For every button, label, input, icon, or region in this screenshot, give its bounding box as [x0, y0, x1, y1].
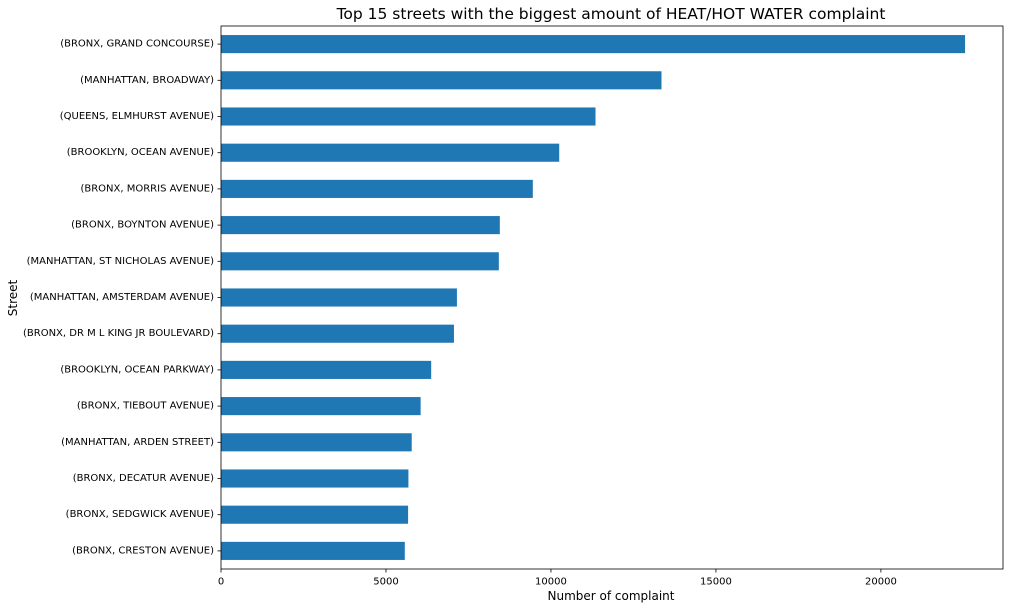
bar [221, 541, 405, 560]
y-tick-label: (MANHATTAN, BROADWAY) [80, 75, 214, 86]
y-tick-label: (MANHATTAN, ARDEN STREET) [61, 437, 214, 448]
y-tick-label: (BRONX, GRAND CONCOURSE) [60, 39, 214, 50]
x-ticks-layer: 0 5000 10000 15000 20000 [218, 569, 897, 588]
bar [221, 35, 966, 54]
y-tick-label: (BRONX, CRESTON AVENUE) [72, 545, 214, 556]
plot-frame [220, 25, 1004, 570]
y-tick-label: (BRONX, MORRIS AVENUE) [80, 183, 214, 194]
x-tick-label: 0 [218, 577, 224, 588]
bar [221, 505, 409, 524]
y-tick-label: (MANHATTAN, AMSTERDAM AVENUE) [30, 292, 214, 303]
bar [221, 252, 499, 271]
bar [221, 360, 432, 379]
y-tick-label: (BRONX, DR M L KING JR BOULEVARD) [23, 328, 214, 339]
bar [221, 216, 500, 235]
bar [221, 433, 412, 452]
chart-title: Top 15 streets with the biggest amount o… [336, 5, 886, 23]
y-tick-label: (BRONX, DECATUR AVENUE) [73, 473, 214, 484]
x-tick-label: 10000 [535, 577, 567, 588]
y-tick-label: (BRONX, SEDGWICK AVENUE) [66, 509, 214, 520]
x-axis-label: Number of complaint [548, 589, 675, 603]
bar [221, 71, 662, 90]
x-tick-label: 5000 [373, 577, 398, 588]
y-tick-label: (BRONX, BOYNTON AVENUE) [71, 220, 214, 231]
bar [221, 143, 560, 162]
bar [221, 397, 421, 416]
y-tick-label: (QUEENS, ELMHURST AVENUE) [60, 111, 214, 122]
bars-layer [221, 35, 966, 560]
bar [221, 288, 457, 307]
y-tick-label: (MANHATTAN, ST NICHOLAS AVENUE) [27, 256, 214, 267]
bar [221, 107, 596, 126]
y-axis-label: Street [6, 279, 20, 316]
x-tick-label: 20000 [865, 577, 897, 588]
bar [221, 179, 533, 198]
bar [221, 469, 409, 488]
bar [221, 324, 454, 343]
y-tick-label: (BRONX, TIEBOUT AVENUE) [77, 401, 214, 412]
x-tick-label: 15000 [700, 577, 732, 588]
y-ticks-layer: (BRONX, GRAND CONCOURSE) (MANHATTAN, BROA… [23, 39, 221, 556]
y-tick-label: (BROOKLYN, OCEAN AVENUE) [67, 147, 214, 158]
y-tick-label: (BROOKLYN, OCEAN PARKWAY) [60, 364, 214, 375]
